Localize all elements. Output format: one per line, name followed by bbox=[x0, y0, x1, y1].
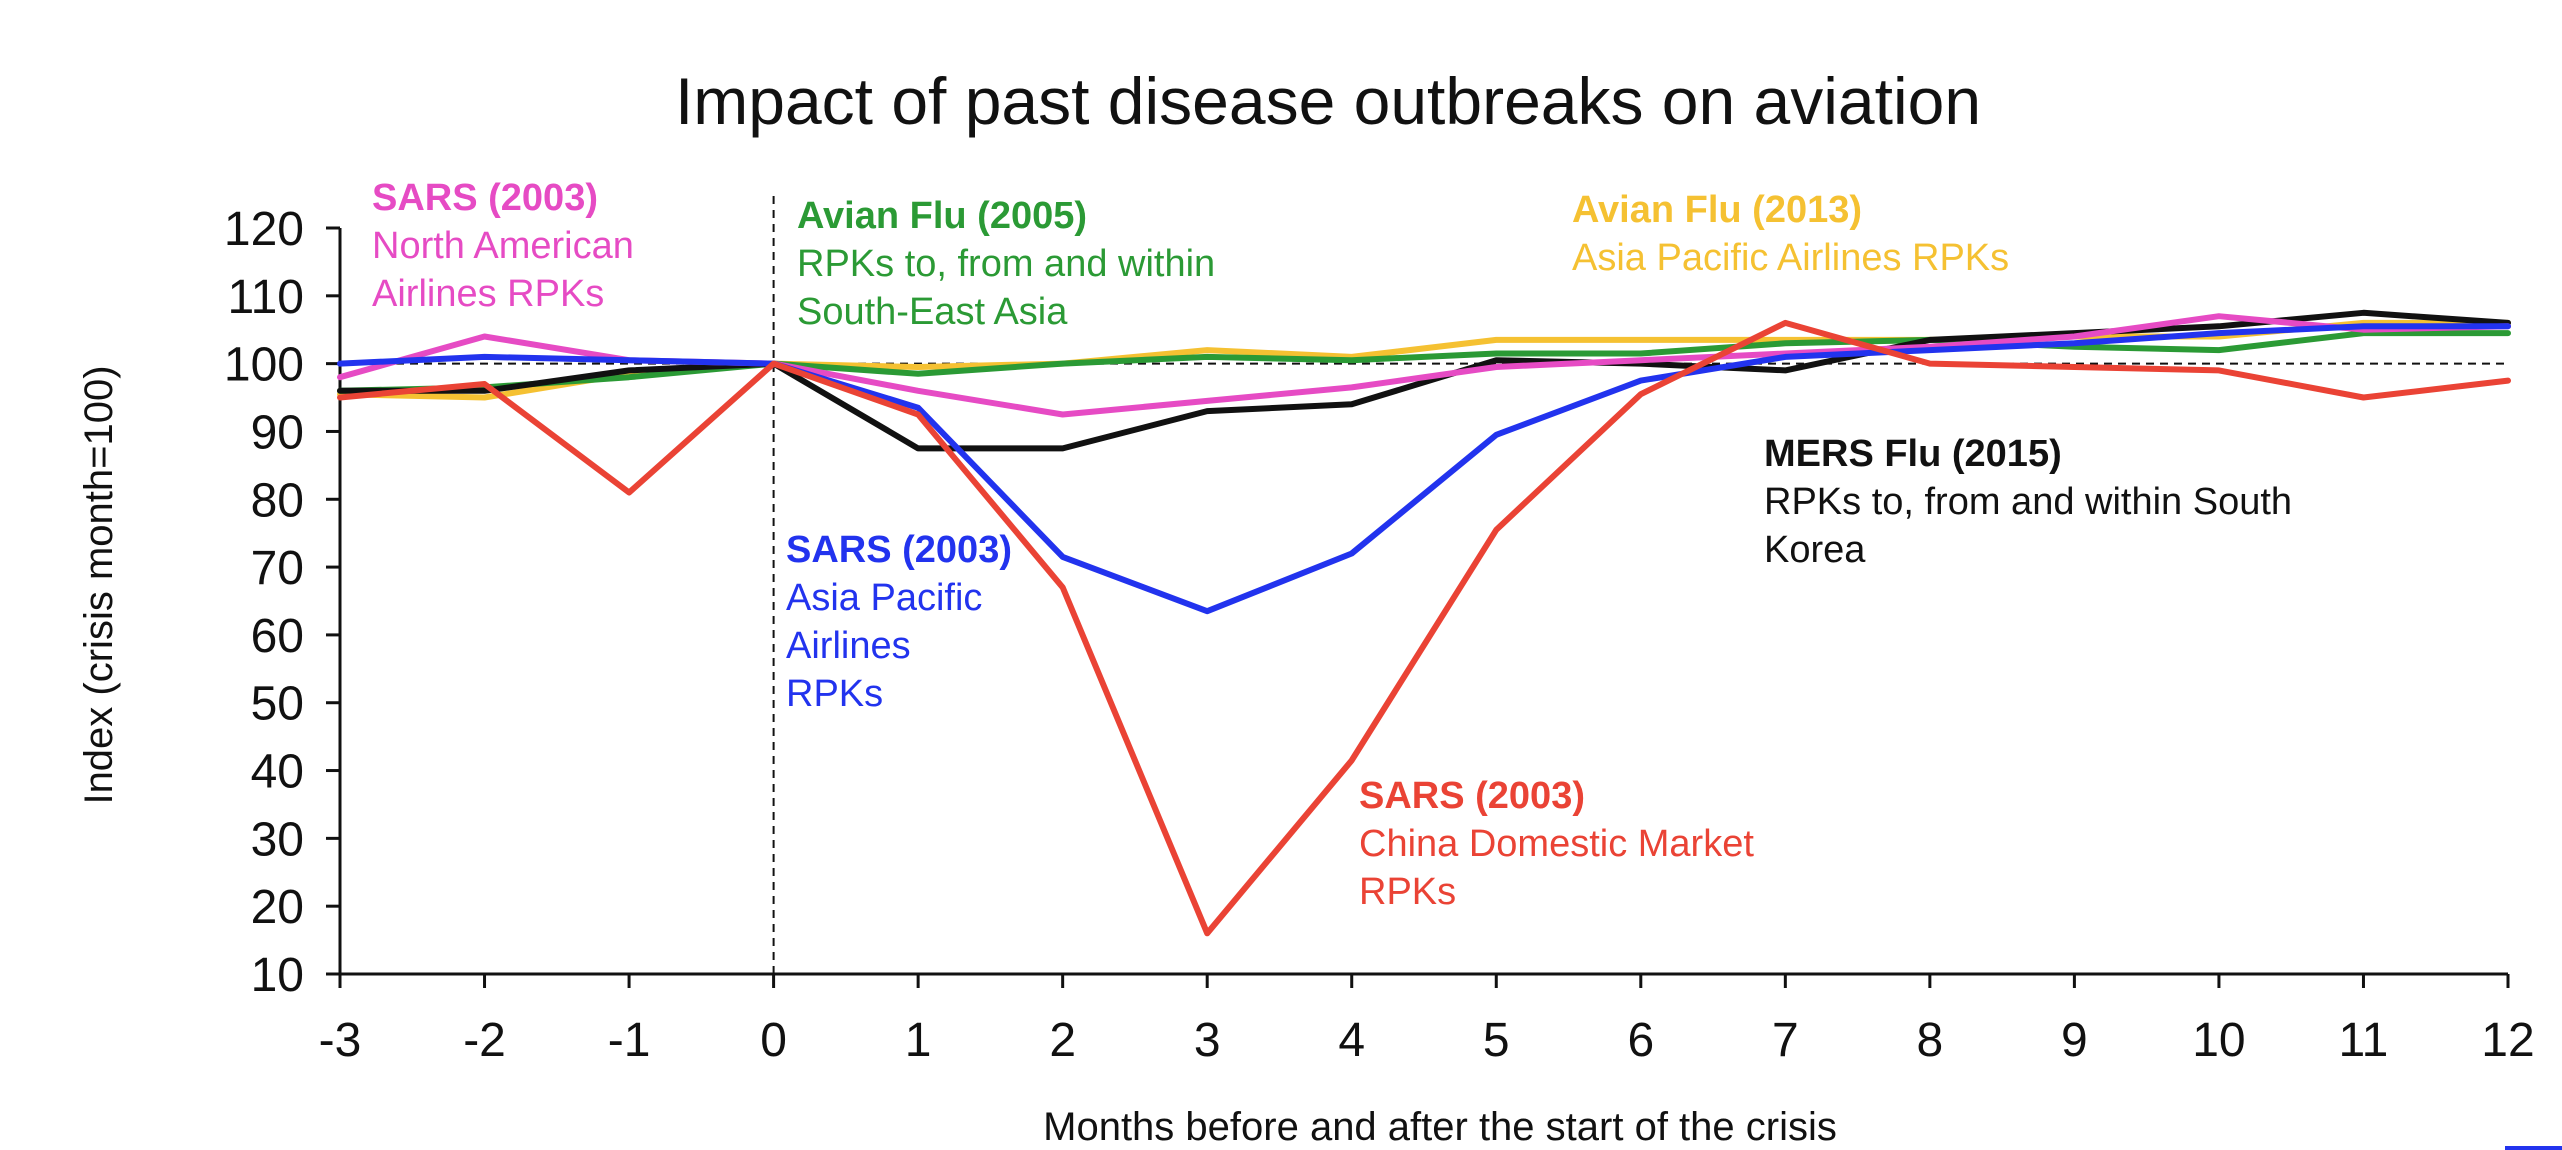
x-tick-label: 3 bbox=[1194, 1014, 1221, 1067]
annotation-text: North American bbox=[372, 225, 634, 267]
annotation-text: Airlines RPKs bbox=[372, 273, 604, 315]
x-tick-label: 10 bbox=[2192, 1014, 2245, 1067]
y-tick-label: 100 bbox=[224, 339, 304, 392]
annotations: SARS (2003) North American Airlines RPKs Av… bbox=[372, 177, 2292, 913]
y-tick-label: 110 bbox=[227, 271, 304, 324]
y-tick-label: 90 bbox=[251, 406, 304, 459]
annotation-text: RPKs bbox=[786, 673, 883, 715]
annotation-avian-2013: Avian Flu (2013) Asia Pacific Airlines RP… bbox=[1572, 189, 2009, 279]
y-tick-label: 50 bbox=[251, 678, 304, 731]
annotation-text: RPKs bbox=[1359, 871, 1456, 913]
x-tick-label: 2 bbox=[1049, 1014, 1076, 1067]
series-line-5 bbox=[337, 323, 2511, 615]
annotation-text: Asia Pacific Airlines RPKs bbox=[1572, 237, 2009, 279]
corner-marker bbox=[2505, 1146, 2562, 1150]
series-line-3 bbox=[337, 309, 2511, 452]
annotation-heading: Avian Flu (2013) bbox=[1572, 189, 1862, 231]
y-tick-label: 10 bbox=[251, 949, 304, 1002]
y-tick-label: 120 bbox=[224, 203, 304, 256]
annotation-heading: SARS (2003) bbox=[1359, 775, 1585, 817]
x-tick-label: 1 bbox=[905, 1014, 932, 1067]
annotation-sars-ap: SARS (2003) Asia Pacific Airlines RPKs bbox=[786, 529, 1012, 715]
series-line-2 bbox=[337, 330, 2511, 394]
annotation-text: RPKs to, from and within bbox=[797, 243, 1215, 285]
chart-title: Impact of past disease outbreaks on avia… bbox=[675, 64, 1981, 138]
annotation-text: China Domestic Market bbox=[1359, 823, 1754, 865]
annotation-heading: MERS Flu (2015) bbox=[1764, 433, 2062, 475]
x-tick-label: 6 bbox=[1627, 1014, 1654, 1067]
annotation-avian-2005: Avian Flu (2005) RPKs to, from and within… bbox=[797, 195, 1215, 333]
annotation-text: South-East Asia bbox=[797, 291, 1068, 333]
x-tick-label: 9 bbox=[2061, 1014, 2088, 1067]
annotation-text: Airlines bbox=[786, 625, 911, 667]
x-tick-label: 12 bbox=[2481, 1014, 2534, 1067]
series-lines bbox=[337, 309, 2511, 937]
x-tick-label: 5 bbox=[1483, 1014, 1510, 1067]
y-tick-label: 40 bbox=[251, 746, 304, 799]
y-axis-label: Index (crisis month=100) bbox=[77, 365, 121, 804]
series-line-6 bbox=[337, 319, 2511, 937]
x-tick-label: 0 bbox=[760, 1014, 787, 1067]
x-tick-label: 4 bbox=[1338, 1014, 1365, 1067]
x-axis-label: Months before and after the start of the… bbox=[1043, 1105, 1837, 1149]
annotation-sars-na: SARS (2003) North American Airlines RPKs bbox=[372, 177, 634, 315]
x-tick-label: 11 bbox=[2339, 1014, 2389, 1067]
y-tick-label: 60 bbox=[251, 610, 304, 663]
reference-lines bbox=[340, 196, 2508, 974]
annotation-heading: SARS (2003) bbox=[786, 529, 1012, 571]
y-tick-label: 30 bbox=[251, 813, 304, 866]
annotation-sars-china: SARS (2003) China Domestic Market RPKs bbox=[1359, 775, 1754, 913]
annotation-mers-2015: MERS Flu (2015) RPKs to, from and within … bbox=[1764, 433, 2292, 571]
x-tick-label: -2 bbox=[463, 1014, 506, 1067]
annotation-text: RPKs to, from and within South bbox=[1764, 481, 2292, 523]
annotation-text: Asia Pacific bbox=[786, 577, 982, 619]
y-tick-label: 70 bbox=[251, 542, 304, 595]
annotation-heading: SARS (2003) bbox=[372, 177, 598, 219]
y-tick-label: 80 bbox=[251, 474, 304, 527]
x-tick-label: 7 bbox=[1772, 1014, 1799, 1067]
annotation-heading: Avian Flu (2005) bbox=[797, 195, 1087, 237]
annotation-text: Korea bbox=[1764, 529, 1866, 571]
x-tick-label: -3 bbox=[319, 1014, 362, 1067]
x-tick-label: -1 bbox=[608, 1014, 651, 1067]
x-tick-label: 8 bbox=[1917, 1014, 1944, 1067]
y-tick-label: 20 bbox=[251, 881, 304, 934]
